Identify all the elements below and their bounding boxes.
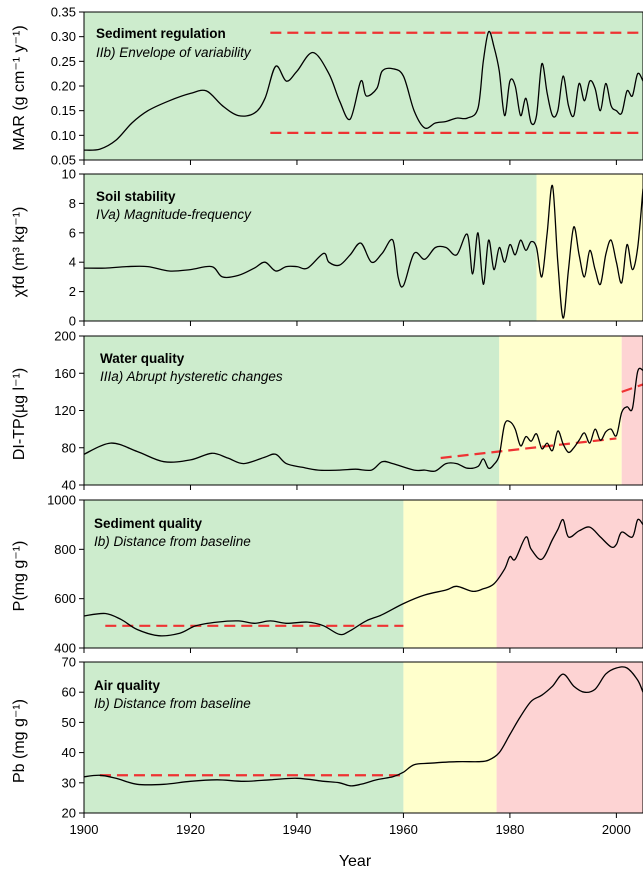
x-tick-label: 1940 xyxy=(282,822,311,837)
reference-dashed-line xyxy=(440,437,617,460)
y-tick-label: 120 xyxy=(54,403,76,418)
y-tick-label: 0.25 xyxy=(51,54,76,69)
data-series-line xyxy=(83,518,643,637)
y-tick-label: 80 xyxy=(62,440,76,455)
x-tick-label: 1920 xyxy=(176,822,205,837)
plot-frame xyxy=(83,661,643,814)
y-tick-label: 1000 xyxy=(47,493,76,508)
panel-subtitle: IVa) Magnitude-frequency xyxy=(96,207,252,222)
y-tick-label: 0.30 xyxy=(51,29,76,44)
y-axis-label: DI-TP(µg l⁻¹) xyxy=(11,368,28,460)
y-tick-label: 0.15 xyxy=(51,103,76,118)
reference-dashed-line xyxy=(621,383,643,393)
y-tick-label: 0.35 xyxy=(51,5,76,20)
data-series-line xyxy=(83,30,643,151)
x-axis-label: Year xyxy=(339,853,372,870)
y-tick-label: 70 xyxy=(62,655,76,670)
y-tick-label: 2 xyxy=(69,284,76,299)
data-series-line xyxy=(83,367,643,473)
background-band-red xyxy=(496,662,643,813)
panel-title: Soil stability xyxy=(96,189,176,204)
panel-soil-stability: 0 2 4 6 8 10 Soil stability IVa) Magnitude-fr… xyxy=(11,167,643,329)
background-band-red xyxy=(496,500,643,648)
y-axis-label: Pb (mg g⁻¹) xyxy=(11,699,28,783)
y-tick-label: 0 xyxy=(69,314,76,329)
background-band-yellow xyxy=(499,336,622,485)
y-tick-label: 40 xyxy=(62,745,76,760)
panel-title: Sediment quality xyxy=(94,516,203,531)
y-axis-label: χfd (m³ kg⁻¹) xyxy=(11,207,28,298)
y-axis-label: MAR (g cm⁻¹ y⁻¹) xyxy=(11,25,28,150)
y-tick-label: 0.05 xyxy=(51,153,76,168)
y-axis-label: P(mg g⁻¹) xyxy=(11,541,28,612)
panel-subtitle: IIIa) Abrupt hysteretic changes xyxy=(100,369,283,384)
y-tick-label: 50 xyxy=(62,715,76,730)
y-tick-label: 0.10 xyxy=(51,128,76,143)
y-tick-label: 4 xyxy=(69,255,76,270)
panel-sediment-quality: 400 600 800 1000 Sediment quality Ib) Dista… xyxy=(11,493,643,656)
data-series-line xyxy=(83,666,643,787)
y-tick-label: 30 xyxy=(62,775,76,790)
background-band-green xyxy=(84,336,500,485)
y-tick-label: 20 xyxy=(62,806,76,821)
x-tick-label: 1980 xyxy=(495,822,524,837)
panel-title: Water quality xyxy=(100,351,185,366)
y-tick-label: 600 xyxy=(54,591,76,606)
y-tick-label: 10 xyxy=(62,167,76,182)
y-tick-label: 0.20 xyxy=(51,79,76,94)
y-tick-label: 60 xyxy=(62,685,76,700)
background-band-green xyxy=(84,662,404,813)
x-tick-label: 1900 xyxy=(70,822,99,837)
background-band-green xyxy=(84,500,404,648)
y-tick-label: 8 xyxy=(69,196,76,211)
panel-air-quality: 20 30 40 50 60 70 1900 1920 1940 1960 1980 2000 Air… xyxy=(11,655,643,870)
y-tick-label: 400 xyxy=(54,641,76,656)
panel-title: Air quality xyxy=(94,678,161,693)
background-band-yellow xyxy=(403,662,497,813)
x-tick-label: 2000 xyxy=(602,822,631,837)
y-tick-label: 160 xyxy=(54,366,76,381)
plot-frame xyxy=(83,499,643,649)
panel-subtitle: Ib) Distance from baseline xyxy=(94,534,251,549)
plot-frame xyxy=(83,173,643,322)
panel-sediment-regulation: 0.05 0.10 0.15 0.20 0.25 0.30 0.35 Sediment re… xyxy=(11,5,643,168)
background-band-yellow xyxy=(536,174,643,321)
panel-subtitle: Ib) Distance from baseline xyxy=(94,696,251,711)
panel-water-quality: 40 80 120 160 200 Water quality IIIa) Abrupt… xyxy=(11,329,643,493)
y-tick-label: 6 xyxy=(69,225,76,240)
x-tick-label: 1960 xyxy=(389,822,418,837)
panel-subtitle: IIb) Envelope of variability xyxy=(96,45,252,60)
y-tick-label: 200 xyxy=(54,329,76,344)
panel-title: Sediment regulation xyxy=(96,26,226,41)
background-band-red xyxy=(621,336,643,485)
y-tick-label: 40 xyxy=(62,478,76,493)
data-series-line xyxy=(83,185,643,319)
y-tick-label: 800 xyxy=(54,542,76,557)
background-band-yellow xyxy=(403,500,497,648)
